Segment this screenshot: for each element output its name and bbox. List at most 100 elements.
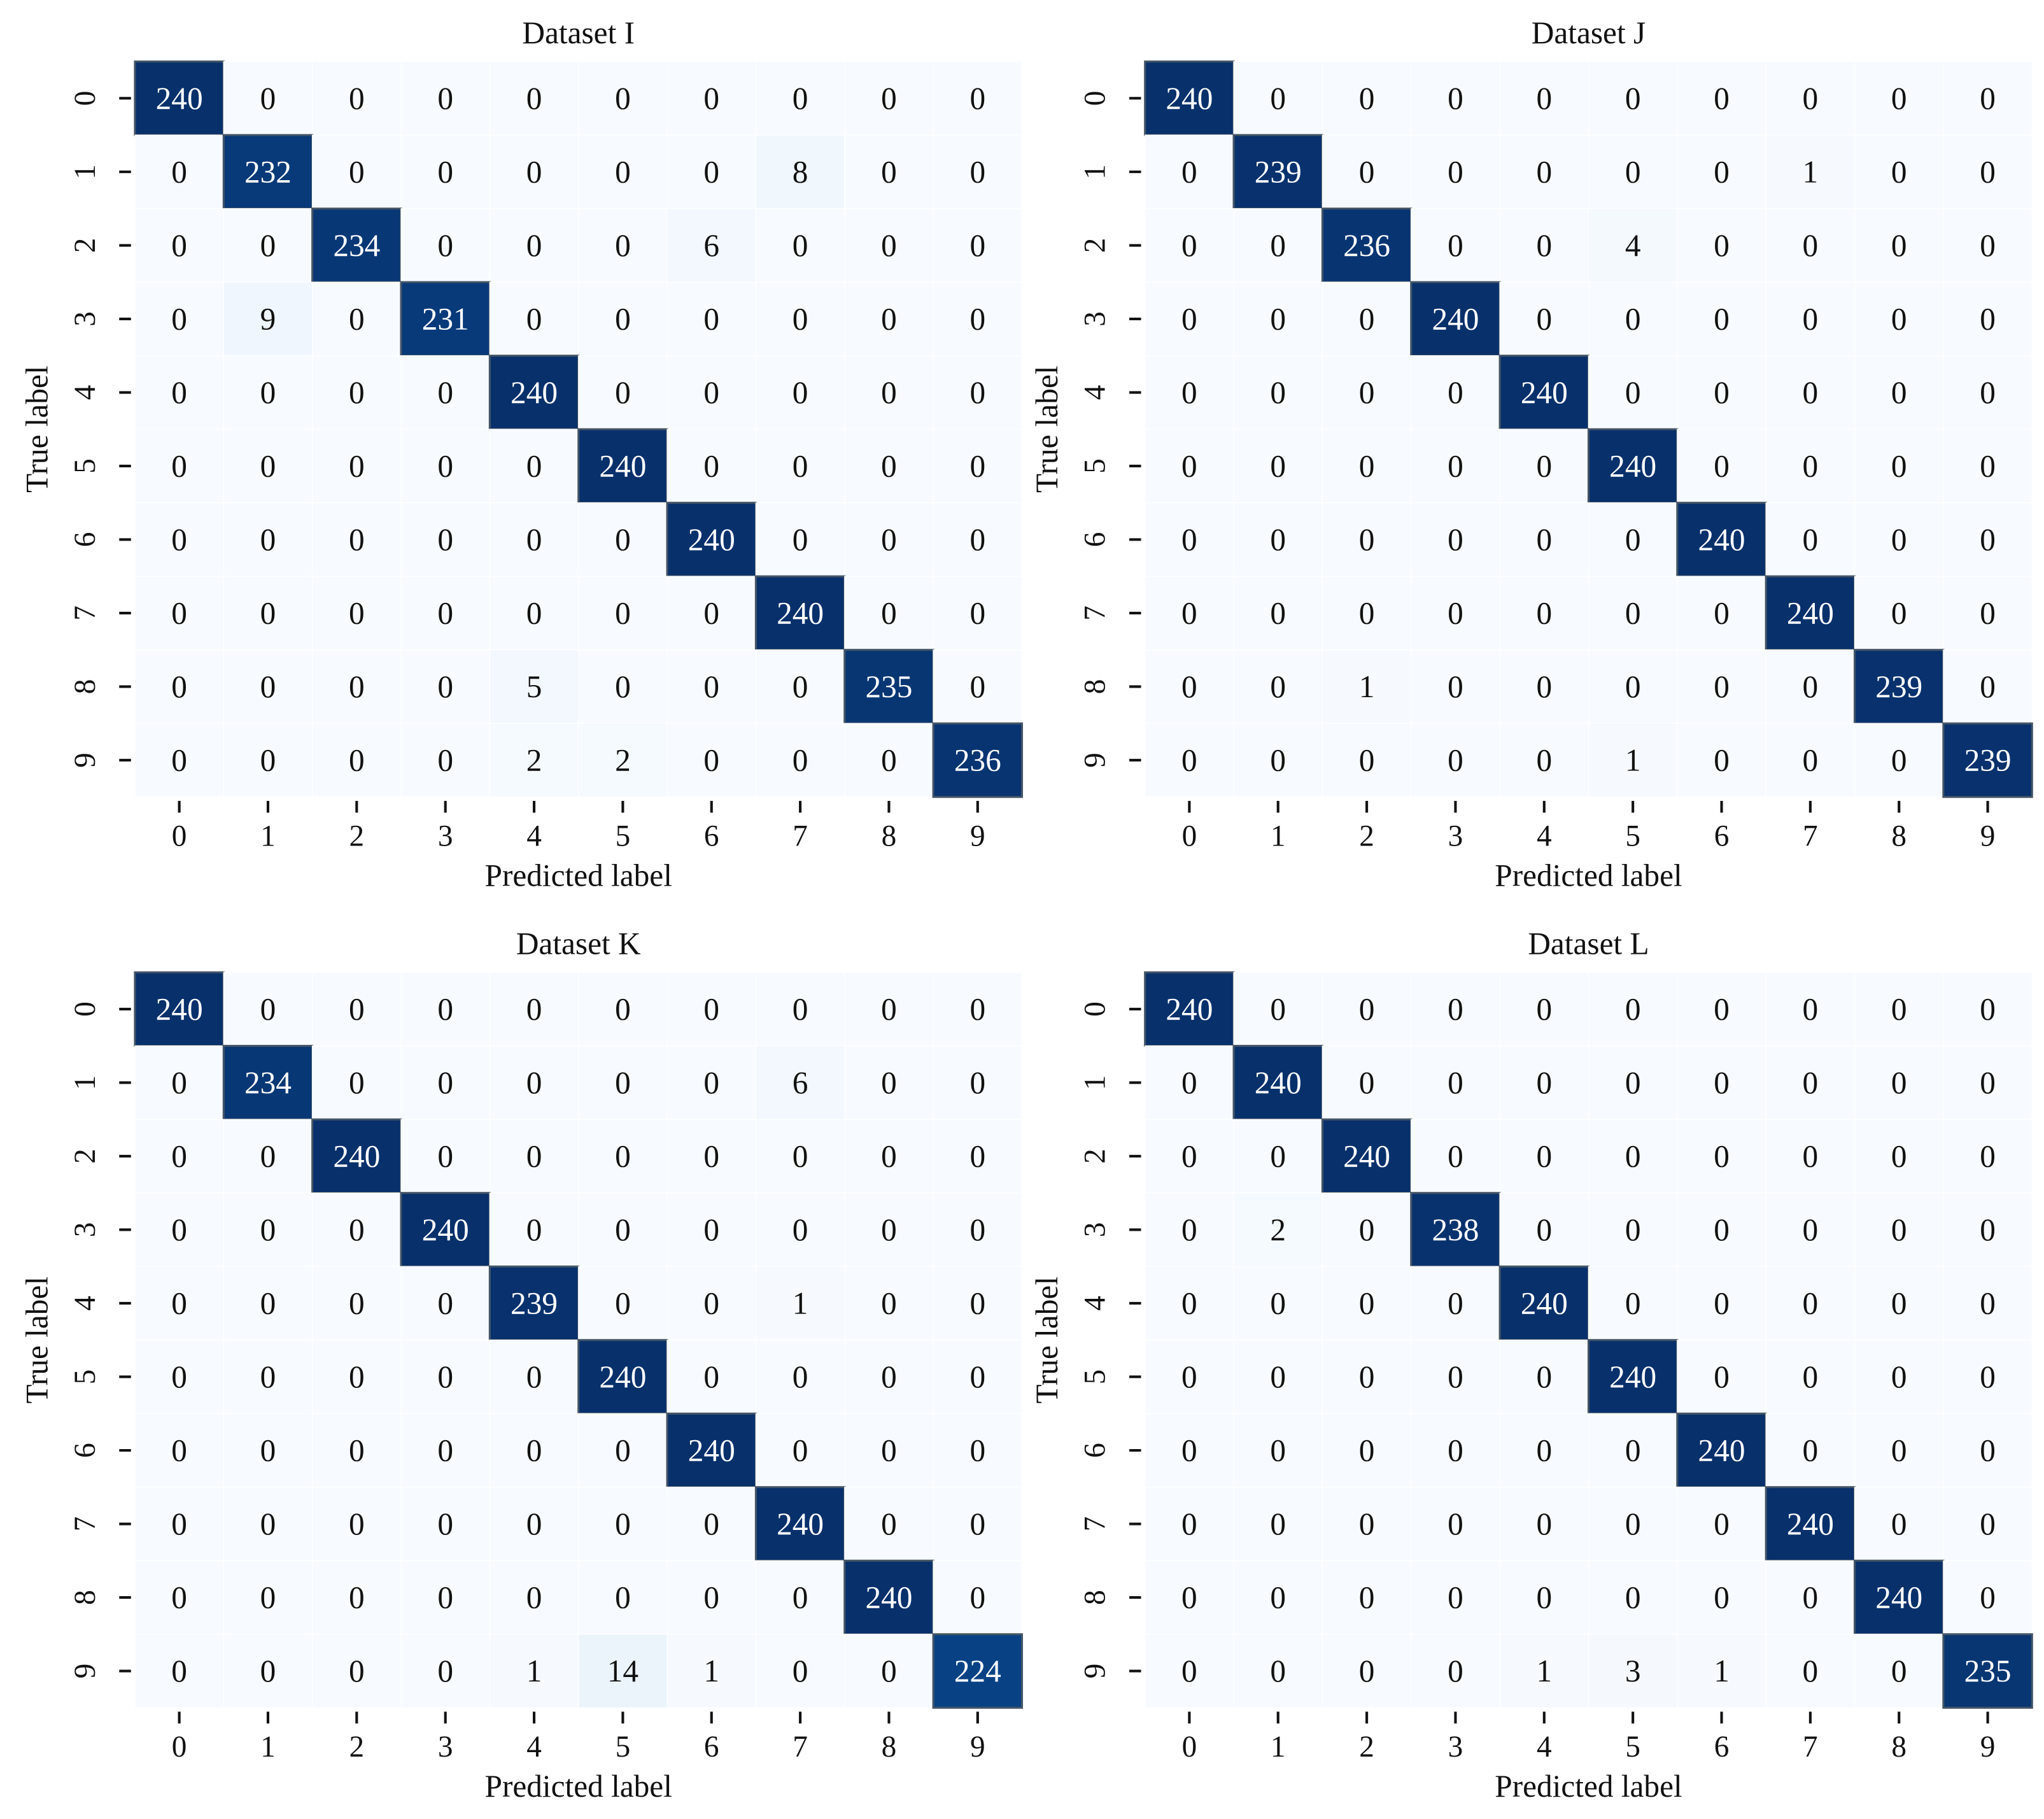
cell-label: 0 <box>1714 742 1730 777</box>
heatmap-cell <box>666 134 757 209</box>
x-tick-label: 5 <box>616 819 631 853</box>
y-axis-label: True label <box>1029 365 1064 493</box>
heatmap-cell <box>578 281 668 357</box>
heatmap-cell <box>666 1634 757 1708</box>
heatmap-cell <box>1411 355 1500 430</box>
cell-label: 0 <box>1980 1506 1996 1541</box>
heatmap-cell <box>1410 281 1501 357</box>
y-tick-label: 1 <box>69 1075 102 1091</box>
heatmap-cell <box>1854 1559 1945 1636</box>
cell-label: 0 <box>171 375 187 410</box>
heatmap-cell <box>933 972 1023 1047</box>
heatmap-cell <box>134 723 224 798</box>
heatmap-cell <box>223 1560 313 1635</box>
cell-label: 0 <box>171 669 187 704</box>
cell-label: 240 <box>1698 1433 1745 1468</box>
heatmap-cell <box>1588 649 1678 724</box>
cell-label: 0 <box>969 375 985 410</box>
y-tick-label: 6 <box>69 532 102 548</box>
heatmap-cell <box>578 1193 668 1267</box>
cell-label: 0 <box>1448 375 1463 410</box>
cell-label: 0 <box>437 81 453 116</box>
heatmap-cell <box>844 723 934 798</box>
heatmap-cell <box>1943 1119 2033 1194</box>
heatmap-cell <box>1233 1119 1323 1194</box>
cell-label: 0 <box>881 301 897 336</box>
cell-label: 0 <box>437 595 453 630</box>
cell-label: 0 <box>881 154 897 189</box>
y-tick-label: 6 <box>1079 532 1112 548</box>
heatmap-cell <box>578 1045 668 1120</box>
heatmap-cell <box>489 1193 579 1267</box>
heatmap-cell <box>666 1487 757 1561</box>
heatmap: 240 0 0 0 0 0 0 0 0 0 0 240 0 0 0 0 0 0 0 0 0 0 240 0 0 0 0 0 0 0 0 2 0 2… <box>1144 971 2033 1709</box>
x-tick-label: 9 <box>1980 819 1996 853</box>
y-tick-label: 3 <box>1079 311 1112 327</box>
heatmap-cell <box>312 1045 402 1120</box>
cell-label: 0 <box>969 595 985 630</box>
heatmap-cell <box>932 1633 1024 1709</box>
cell-label: 239 <box>1964 742 2012 777</box>
cell-label: 0 <box>526 154 542 189</box>
cell-label: 0 <box>1359 1506 1375 1541</box>
y-tick-label: 8 <box>1079 679 1112 695</box>
cell-label: 0 <box>1714 1138 1730 1173</box>
cell-label: 0 <box>881 448 897 483</box>
y-tick-label: 9 <box>69 753 102 768</box>
heatmap-cell <box>1233 1340 1323 1414</box>
heatmap-cell <box>223 1266 313 1341</box>
y-tick-label: 0 <box>1079 91 1112 106</box>
heatmap-cell <box>1499 1045 1589 1120</box>
heatmap-cell <box>1854 1340 1944 1414</box>
heatmap-cell <box>1943 649 2033 724</box>
cell-label: 0 <box>881 742 897 777</box>
cell-label: 0 <box>793 1653 808 1688</box>
heatmap-cell <box>312 1193 402 1267</box>
heatmap-cell <box>1588 1266 1678 1341</box>
cell-label: 0 <box>1803 1653 1819 1688</box>
heatmap-cell <box>1499 208 1589 283</box>
heatmap-cell <box>755 1193 845 1267</box>
heatmap-cell <box>1322 1266 1412 1341</box>
cell-label: 240 <box>511 375 558 410</box>
y-tick-label: 9 <box>1079 753 1112 768</box>
cell-label: 0 <box>1536 228 1552 263</box>
heatmap-cell <box>489 134 579 209</box>
cell-label: 0 <box>526 1433 542 1468</box>
heatmap-cell <box>1677 1266 1766 1341</box>
heatmap-cell <box>312 972 402 1047</box>
cell-label: 236 <box>954 742 1001 777</box>
heatmap-cell <box>1233 723 1323 798</box>
heatmap-cell <box>134 1340 224 1414</box>
cell-label: 234 <box>333 228 380 263</box>
cell-label: 0 <box>260 1285 276 1320</box>
cell-label: 0 <box>1891 742 1907 777</box>
cell-label: 0 <box>349 1285 365 1320</box>
heatmap-cell <box>666 1193 757 1267</box>
heatmap-cell <box>223 502 313 577</box>
cell-label: 0 <box>349 81 365 116</box>
heatmap-cell <box>223 576 313 651</box>
heatmap-cell <box>400 1634 490 1708</box>
cell-label: 0 <box>615 669 631 704</box>
cell-label: 240 <box>1432 301 1479 336</box>
cell-label: 0 <box>615 301 631 336</box>
heatmap-cell <box>1233 1193 1323 1267</box>
cell-label: 0 <box>1359 448 1375 483</box>
cell-label: 0 <box>349 1359 365 1394</box>
heatmap-cell <box>1233 428 1323 504</box>
y-tick-label: 3 <box>69 1222 102 1238</box>
cell-label: 0 <box>1536 448 1552 483</box>
cell-label: 0 <box>526 81 542 116</box>
x-tick-label: 7 <box>793 1731 808 1764</box>
cell-label: 0 <box>615 154 631 189</box>
heatmap-cell <box>933 576 1023 651</box>
cell-label: 0 <box>1448 1138 1463 1173</box>
heatmap-cell <box>1144 60 1235 136</box>
heatmap-cell <box>1677 134 1766 209</box>
cell-label: 0 <box>1359 1359 1375 1394</box>
cell-label: 6 <box>703 228 719 263</box>
heatmap-cell <box>1322 355 1412 430</box>
heatmap-cell <box>1943 1413 2033 1488</box>
x-tick-label: 9 <box>1980 1731 1996 1764</box>
